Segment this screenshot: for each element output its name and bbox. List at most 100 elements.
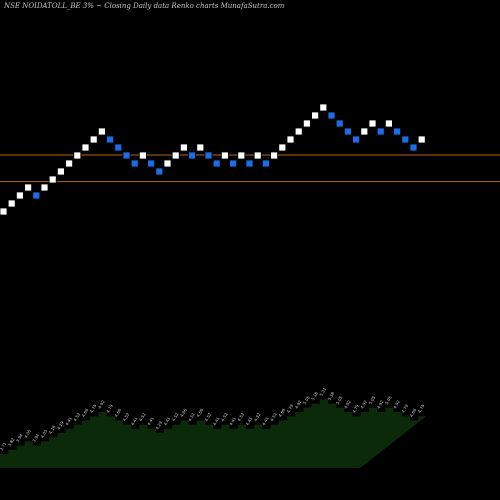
volume-label-46: 4.92 bbox=[376, 399, 385, 410]
volume-label-30: 4.41 bbox=[245, 416, 254, 427]
volume-label-6: 4.18 bbox=[48, 424, 57, 435]
brick-21 bbox=[171, 151, 180, 160]
brick-5 bbox=[40, 183, 49, 192]
brick-29 bbox=[237, 151, 246, 160]
brick-39 bbox=[319, 103, 328, 112]
volume-label-20: 4.41 bbox=[163, 416, 172, 427]
brick-43 bbox=[352, 135, 361, 144]
volume-label-48: 4.92 bbox=[392, 399, 401, 410]
brick-41 bbox=[335, 119, 344, 128]
brick-32 bbox=[261, 159, 270, 168]
brick-26 bbox=[212, 159, 221, 168]
volume-label-14: 4.66 bbox=[113, 407, 122, 418]
brick-30 bbox=[245, 159, 254, 168]
brick-10 bbox=[81, 143, 90, 152]
volume-label-17: 4.52 bbox=[138, 411, 147, 422]
brick-51 bbox=[417, 135, 426, 144]
brick-28 bbox=[229, 159, 238, 168]
brick-20 bbox=[163, 159, 172, 168]
volume-area bbox=[0, 399, 427, 468]
volume-label-11: 4.79 bbox=[89, 403, 98, 414]
volume-label-12: 4.92 bbox=[97, 399, 106, 410]
volume-label-3: 4.05 bbox=[23, 428, 32, 439]
reference-lines bbox=[0, 154, 500, 183]
volume-label-27: 4.52 bbox=[220, 411, 229, 422]
brick-19 bbox=[155, 167, 164, 176]
brick-40 bbox=[327, 111, 336, 120]
brick-33 bbox=[270, 151, 279, 160]
volume-label-51: 4.79 bbox=[417, 403, 426, 414]
volume-labels: 3.71 3.82 3.94 4.05 3.94 4.05 4.18 4.29 4.41 4.52… bbox=[0, 386, 426, 451]
volume-label-29: 4.52 bbox=[236, 411, 245, 422]
volume-label-40: 5.18 bbox=[327, 390, 336, 401]
volume-label-19: 4.29 bbox=[154, 420, 163, 431]
volume-label-9: 4.52 bbox=[72, 411, 81, 422]
volume-label-2: 3.94 bbox=[15, 432, 24, 443]
volume-label-42: 4.92 bbox=[343, 399, 352, 410]
volume-label-36: 4.92 bbox=[294, 399, 303, 410]
volume-label-47: 5.05 bbox=[384, 395, 393, 406]
volume-label-32: 4.41 bbox=[261, 416, 270, 427]
volume-label-45: 5.05 bbox=[368, 395, 377, 406]
volume-label-13: 4.79 bbox=[105, 403, 114, 414]
brick-17 bbox=[138, 151, 147, 160]
volume-label-5: 4.05 bbox=[40, 428, 49, 439]
brick-31 bbox=[253, 151, 262, 160]
brick-38 bbox=[311, 111, 320, 120]
volume-label-34: 4.66 bbox=[277, 407, 286, 418]
brick-1 bbox=[7, 199, 16, 208]
brick-4 bbox=[32, 191, 41, 200]
brick-12 bbox=[98, 127, 106, 136]
volume-label-16: 4.41 bbox=[130, 416, 139, 427]
brick-46 bbox=[376, 127, 385, 136]
brick-2 bbox=[15, 191, 24, 200]
volume-label-38: 5.18 bbox=[310, 390, 319, 401]
brick-45 bbox=[368, 119, 377, 128]
brick-8 bbox=[65, 159, 73, 168]
brick-18 bbox=[147, 159, 156, 168]
renko-bricks bbox=[0, 103, 426, 216]
volume-label-43: 4.79 bbox=[351, 403, 360, 414]
brick-44 bbox=[360, 127, 369, 136]
volume-label-10: 4.66 bbox=[81, 407, 90, 418]
volume-label-0: 3.71 bbox=[0, 441, 8, 452]
volume-label-49: 4.79 bbox=[400, 403, 409, 414]
brick-34 bbox=[278, 143, 287, 152]
volume-label-1: 3.82 bbox=[7, 437, 16, 448]
volume-label-39: 5.31 bbox=[318, 386, 327, 397]
volume-label-18: 4.41 bbox=[146, 416, 155, 427]
brick-13 bbox=[106, 135, 114, 144]
volume-label-37: 5.05 bbox=[302, 395, 311, 406]
brick-9 bbox=[73, 151, 82, 160]
brick-22 bbox=[179, 143, 188, 152]
volume-label-25: 4.52 bbox=[204, 411, 213, 422]
brick-50 bbox=[409, 143, 418, 152]
chart-title: NSE NOIDATOLL_BE 3% ~ Closing Daily data… bbox=[3, 2, 285, 10]
brick-14 bbox=[114, 143, 123, 152]
volume-label-7: 4.29 bbox=[56, 420, 65, 431]
volume-label-50: 4.66 bbox=[409, 407, 418, 418]
brick-23 bbox=[188, 151, 197, 160]
volume-label-21: 4.52 bbox=[171, 411, 180, 422]
brick-15 bbox=[122, 151, 131, 160]
brick-49 bbox=[401, 135, 410, 144]
brick-11 bbox=[89, 135, 98, 144]
brick-3 bbox=[24, 183, 33, 192]
brick-42 bbox=[343, 127, 352, 136]
volume-label-28: 4.41 bbox=[228, 416, 237, 427]
brick-25 bbox=[204, 151, 213, 160]
brick-35 bbox=[286, 135, 295, 144]
brick-0 bbox=[0, 207, 8, 216]
volume-label-26: 4.41 bbox=[212, 416, 221, 427]
brick-7 bbox=[57, 167, 65, 176]
volume-label-31: 4.52 bbox=[253, 411, 262, 422]
volume-label-44: 4.92 bbox=[359, 399, 368, 410]
brick-16 bbox=[130, 159, 139, 168]
volume-label-33: 4.52 bbox=[269, 411, 278, 422]
volume-label-23: 4.52 bbox=[187, 411, 196, 422]
volume-label-22: 4.66 bbox=[179, 407, 188, 418]
volume-label-8: 4.41 bbox=[64, 416, 73, 427]
brick-27 bbox=[220, 151, 229, 160]
